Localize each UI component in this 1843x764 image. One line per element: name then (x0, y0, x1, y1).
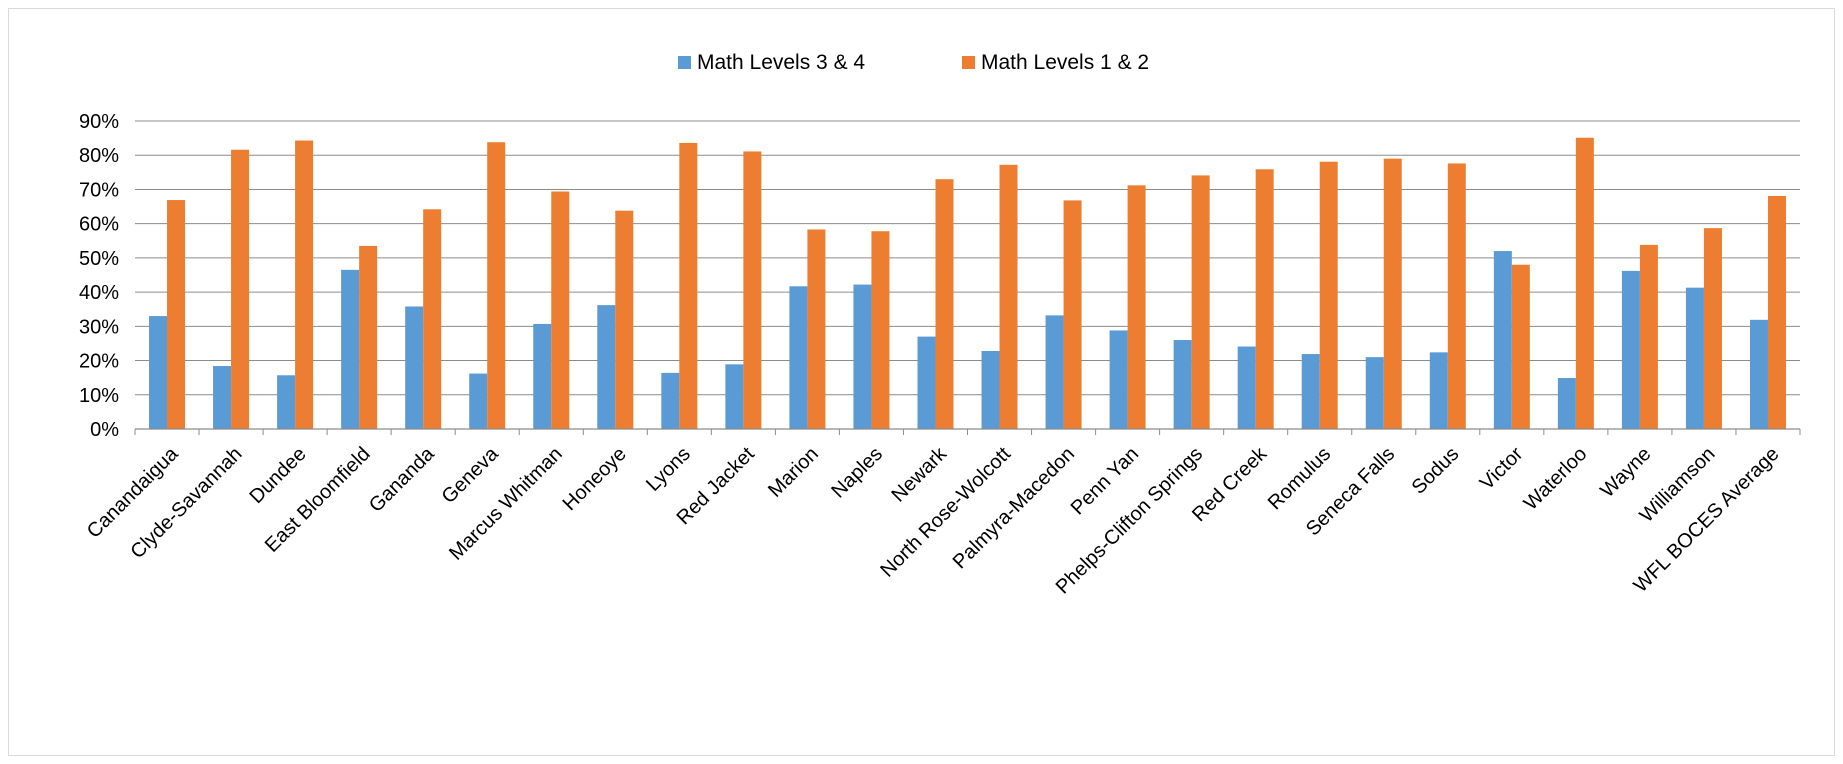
bar-levels-3-4 (1621, 270, 1640, 429)
x-tick-label: Marcus Whitman (445, 443, 567, 565)
bar-levels-3-4 (1685, 287, 1704, 429)
bar-levels-3-4 (981, 350, 1000, 429)
bar-levels-1-2 (807, 229, 826, 429)
bar-levels-1-2 (1639, 244, 1658, 429)
bar-levels-1-2 (871, 231, 890, 429)
x-tick-label: Dundee (246, 443, 311, 508)
bar-levels-1-2 (743, 151, 762, 430)
x-tick-label: Wayne (1596, 443, 1655, 502)
bar-levels-3-4 (1173, 340, 1192, 429)
bar-levels-3-4 (1493, 251, 1512, 429)
bar-levels-1-2 (1319, 161, 1338, 430)
x-tick-label: Newark (888, 442, 952, 506)
x-tick-label: Palmyra-Macedon (949, 443, 1079, 573)
bar-levels-3-4 (1429, 352, 1448, 429)
y-tick-label: 50% (79, 248, 119, 270)
bar-levels-1-2 (999, 164, 1018, 429)
bar-levels-1-2 (1767, 195, 1786, 429)
bar-levels-1-2 (1511, 264, 1530, 429)
y-axis-tick-labels: 0% 10% 20% 30% 40% 50% 60% 70% 80% 90% (79, 111, 119, 441)
bar-levels-1-2 (615, 210, 634, 429)
bar-levels-3-4 (213, 366, 232, 429)
x-tick-label: Naples (827, 443, 887, 503)
legend-label: Math Levels 3 & 4 (697, 51, 865, 74)
bar-levels-3-4 (789, 286, 808, 429)
bar-levels-3-4 (1045, 315, 1064, 429)
bar-levels-1-2 (359, 245, 378, 429)
legend-swatch (678, 56, 691, 69)
x-tick-label: Gananda (365, 442, 439, 516)
legend: Math Levels 3 & 4 Math Levels 1 & 2 (678, 51, 1149, 74)
bar-levels-1-2 (1191, 175, 1210, 429)
bar-levels-1-2 (1383, 158, 1402, 429)
bar-levels-3-4 (597, 305, 616, 429)
legend-swatch (962, 56, 975, 69)
bar-levels-3-4 (1365, 357, 1384, 429)
y-tick-label: 10% (79, 385, 119, 407)
bar-levels-3-4 (1749, 319, 1768, 429)
bar-levels-1-2 (167, 200, 186, 429)
x-tick-label: Waterloo (1520, 443, 1592, 515)
x-tick-label: Victor (1476, 443, 1528, 495)
bars (149, 137, 1786, 430)
y-tick-label: 80% (79, 145, 119, 167)
legend-label: Math Levels 1 & 2 (981, 51, 1149, 74)
bar-levels-3-4 (1301, 354, 1320, 429)
bar-levels-3-4 (1237, 346, 1256, 429)
bar-levels-3-4 (725, 364, 744, 429)
bar-levels-1-2 (231, 149, 250, 429)
x-axis (134, 428, 1801, 435)
y-tick-label: 20% (79, 351, 119, 373)
bar-levels-1-2 (1447, 163, 1466, 430)
y-tick-label: 0% (90, 419, 119, 441)
gridlines (135, 120, 1800, 396)
x-tick-label: Marion (764, 443, 823, 502)
bar-levels-1-2 (295, 140, 314, 430)
y-tick-label: 70% (79, 179, 119, 201)
y-tick-label: 30% (79, 316, 119, 338)
y-tick-label: 40% (79, 282, 119, 304)
x-tick-label: Clyde-Savannah (126, 443, 246, 563)
x-tick-label: Lyons (642, 443, 695, 496)
bar-levels-3-4 (917, 336, 936, 429)
bar-levels-1-2 (1063, 200, 1082, 429)
bar-levels-1-2 (1703, 228, 1722, 429)
bar-levels-1-2 (1575, 137, 1594, 429)
x-tick-label: Honeoye (559, 443, 631, 515)
bar-levels-3-4 (1557, 378, 1576, 429)
bar-levels-3-4 (341, 269, 360, 429)
bar-levels-3-4 (853, 284, 872, 429)
bar-levels-3-4 (469, 373, 488, 429)
bar-levels-3-4 (1109, 330, 1128, 429)
bar-levels-1-2 (1127, 185, 1146, 429)
bar-levels-1-2 (1255, 169, 1274, 429)
x-tick-label: Geneva (438, 442, 504, 508)
bar-levels-3-4 (661, 372, 680, 429)
y-tick-label: 90% (79, 111, 119, 133)
bar-levels-3-4 (149, 316, 168, 429)
bar-levels-1-2 (935, 179, 954, 429)
bar-levels-1-2 (551, 191, 570, 429)
bar-levels-3-4 (277, 375, 296, 429)
chart-frame: 0% 10% 20% 30% 40% 50% 60% 70% 80% 90% Canandaigu… (8, 8, 1835, 756)
y-tick-label: 60% (79, 214, 119, 236)
bar-levels-1-2 (487, 142, 506, 429)
bar-levels-3-4 (533, 323, 552, 429)
bar-levels-3-4 (405, 306, 424, 429)
bar-chart: 0% 10% 20% 30% 40% 50% 60% 70% 80% 90% Canandaigu… (79, 51, 1801, 598)
x-tick-label: Sodus (1408, 443, 1464, 499)
bar-levels-1-2 (679, 142, 698, 429)
bar-levels-1-2 (423, 209, 442, 429)
